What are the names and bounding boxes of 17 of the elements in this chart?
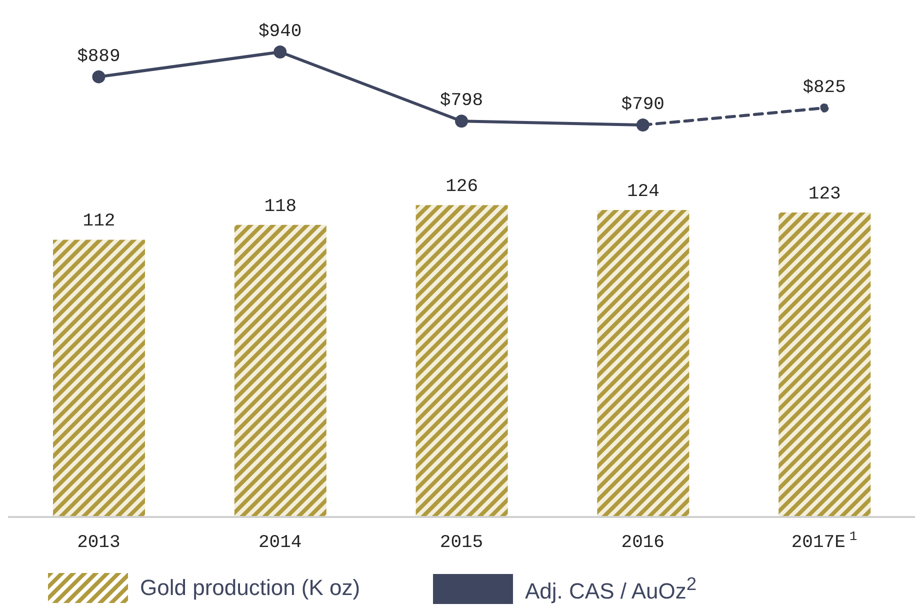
legend-label: Adj. CAS / AuOz$^{2}$ <box>525 573 697 604</box>
x-tick-label: 2015 <box>440 533 484 553</box>
data-label: 126 <box>446 177 478 198</box>
x-tick-label: 2016 <box>621 533 665 553</box>
data-label: 112 <box>82 212 116 232</box>
data-label: 118 <box>264 196 297 217</box>
data-label: $790 <box>621 95 665 115</box>
data-label: $889 <box>77 46 120 67</box>
data-label: $798 <box>440 91 484 112</box>
x-tick-label: 2014 <box>258 533 302 553</box>
x-tick-label: 2013 <box>77 533 120 553</box>
data-label: 124 <box>626 182 660 202</box>
data-label: $825 <box>802 78 846 98</box>
text: Gold production (K oz) <box>140 575 360 601</box>
x-tick-label: 2017E$^{1}$ <box>791 528 858 553</box>
data-label: $940 <box>258 22 302 42</box>
data-label: 123 <box>808 184 841 205</box>
